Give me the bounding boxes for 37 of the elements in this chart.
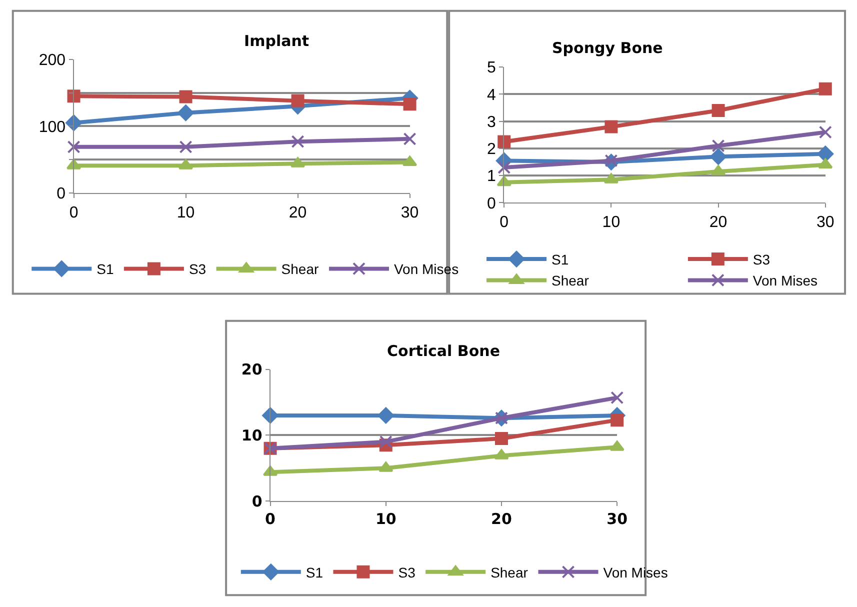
x-tick-label: 30 (816, 214, 834, 231)
y-tick-label: 0 (252, 492, 262, 510)
x-tick-label: 10 (602, 214, 620, 231)
x-tick-label: 30 (400, 204, 419, 222)
legend-label: S3 (398, 564, 416, 580)
legend-label: S1 (552, 251, 569, 268)
y-tick-label: 200 (38, 52, 66, 69)
legend-label: S1 (96, 261, 114, 278)
x-tick-label: 30 (606, 510, 628, 528)
y-tick-label: 5 (487, 60, 496, 77)
x-tick-label: 0 (265, 510, 276, 528)
legend-label: S3 (188, 261, 206, 278)
y-tick-label: 3 (487, 114, 496, 131)
x-tick-label: 10 (375, 510, 396, 528)
x-tick-label: 0 (69, 204, 78, 222)
legend-label: Shear (281, 261, 319, 278)
chart-title: Implant (244, 32, 310, 50)
chart-title: Cortical Bone (387, 342, 500, 360)
legend-label: Von Mises (603, 564, 668, 580)
x-tick-label: 10 (176, 204, 195, 222)
y-tick-label: 0 (56, 186, 66, 203)
chart-title: Spongy Bone (552, 39, 663, 57)
x-tick-label: 20 (709, 214, 728, 231)
legend-label: Von Mises (752, 272, 818, 289)
y-tick-label: 2 (487, 141, 496, 158)
x-tick-label: 20 (288, 204, 307, 222)
legend-label: Shear (552, 272, 590, 289)
y-tick-label: 1 (487, 168, 496, 186)
y-tick-label: 20 (241, 360, 262, 379)
x-tick-label: 0 (500, 214, 509, 231)
legend-label: Von Mises (394, 261, 459, 278)
legend-label: Shear (490, 564, 528, 580)
y-tick-label: 100 (38, 118, 66, 136)
legend-label: S3 (752, 251, 770, 268)
y-tick-label: 4 (487, 86, 496, 104)
y-tick-label: 10 (241, 426, 262, 444)
legend-label: S1 (306, 564, 324, 580)
